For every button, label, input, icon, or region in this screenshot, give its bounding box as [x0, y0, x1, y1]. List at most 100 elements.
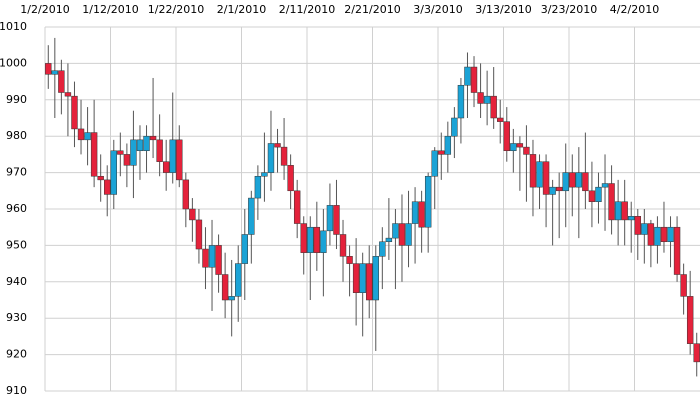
candle-body: [497, 117, 504, 122]
x-tick-label: 2/11/2010: [279, 3, 335, 16]
candle-body: [182, 179, 190, 210]
candle-body: [457, 84, 465, 119]
candle-body: [352, 263, 360, 293]
x-tick-label: 2/1/2010: [217, 3, 266, 16]
candle-body: [287, 165, 294, 192]
y-tick-label: 930: [6, 311, 27, 324]
candle-body: [71, 95, 78, 130]
candle-body: [189, 208, 196, 221]
candle-body: [313, 226, 321, 253]
candle-body: [176, 139, 183, 181]
candle-body: [169, 139, 176, 173]
y-tick-label: 1010: [0, 20, 27, 33]
candle-body: [575, 172, 583, 188]
candle-body: [366, 263, 373, 301]
y-tick-label: 990: [6, 93, 27, 106]
candle-body: [582, 172, 589, 192]
candle-body: [569, 172, 576, 188]
candle-body: [130, 139, 137, 166]
candle-body: [320, 230, 327, 253]
candle-body: [143, 135, 150, 152]
candle-body: [523, 146, 530, 155]
candle-body: [634, 216, 641, 235]
candle-body: [58, 70, 65, 93]
candle-body: [136, 139, 144, 152]
candle-body: [346, 256, 353, 264]
candle-body: [451, 117, 458, 137]
y-tick-label: 910: [6, 384, 27, 397]
candle-body: [235, 263, 242, 297]
x-tick-label: 3/3/2010: [413, 3, 462, 16]
candle-body: [686, 296, 694, 344]
candle-body: [162, 161, 170, 173]
candle-body: [470, 66, 478, 93]
x-tick-label: 3/23/2010: [541, 3, 597, 16]
x-tick-label: 2/21/2010: [344, 3, 400, 16]
candle-body: [104, 179, 111, 195]
candle-body: [641, 223, 648, 235]
x-tick-label: 1/22/2010: [148, 3, 204, 16]
candle-body: [379, 241, 386, 257]
candle-body: [654, 226, 661, 246]
candle-body: [45, 63, 52, 75]
candle-body: [215, 245, 222, 275]
candle-body: [680, 274, 687, 297]
y-tick-label: 940: [6, 275, 27, 288]
candle-body: [267, 143, 275, 173]
candle-body: [693, 343, 700, 363]
candle-body: [516, 143, 524, 148]
y-tick-label: 980: [6, 129, 27, 142]
candle-body: [608, 183, 615, 221]
candle-body: [392, 223, 399, 239]
candle-body: [156, 139, 163, 162]
candle-body: [300, 223, 307, 253]
candle-body: [431, 150, 438, 177]
candle-body: [628, 216, 635, 221]
x-tick-label: 4/2/2010: [610, 3, 659, 16]
x-tick-label: 3/13/2010: [475, 3, 531, 16]
candle-body: [542, 161, 550, 195]
candle-body: [418, 201, 425, 228]
y-tick-label: 960: [6, 202, 27, 215]
candle-body: [274, 143, 281, 148]
candle-body: [503, 121, 510, 152]
y-tick-label: 950: [6, 238, 27, 251]
candle-body: [208, 245, 216, 268]
candle-body: [202, 248, 209, 268]
candle-body: [555, 186, 563, 192]
candle-body: [51, 70, 59, 75]
candle-body: [536, 161, 543, 188]
y-tick-label: 1000: [0, 56, 27, 69]
candle-body: [614, 201, 622, 221]
candle-body: [117, 150, 124, 155]
candle-body: [424, 175, 432, 228]
candle-body: [326, 205, 334, 232]
candle-body: [280, 146, 288, 166]
candle-body: [595, 186, 602, 202]
candle-body: [149, 135, 157, 141]
candle-body: [477, 92, 484, 104]
candle-body: [90, 132, 98, 177]
candle-body: [490, 95, 497, 119]
candle-body: [405, 223, 412, 246]
candle-body: [359, 263, 366, 293]
candle-body: [261, 172, 268, 177]
candle-body: [254, 175, 262, 199]
candle-body: [667, 226, 674, 243]
candle-body: [464, 66, 471, 86]
candle-body: [339, 234, 347, 257]
candle-body: [77, 128, 85, 141]
candle-body: [510, 143, 517, 152]
candle-body: [549, 186, 556, 195]
candle-body: [529, 154, 537, 188]
candle-body: [660, 226, 668, 243]
candle-body: [64, 92, 72, 97]
candle-body: [483, 95, 491, 104]
x-tick-label: 1/12/2010: [82, 3, 138, 16]
candle-body: [385, 237, 393, 243]
candle-body: [241, 234, 248, 264]
candle-body: [195, 219, 203, 250]
candle-body: [123, 154, 131, 166]
candle-body: [248, 197, 255, 235]
